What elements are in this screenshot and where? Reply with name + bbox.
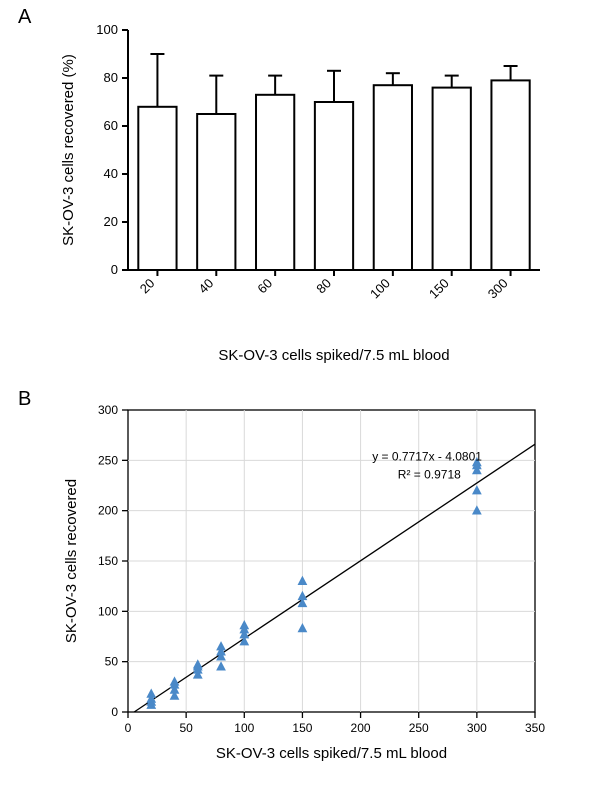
svg-text:100: 100 <box>98 604 118 618</box>
svg-text:20: 20 <box>137 276 158 297</box>
svg-text:350: 350 <box>525 721 545 735</box>
svg-text:50: 50 <box>179 721 193 735</box>
svg-text:R² = 0.9718: R² = 0.9718 <box>398 467 461 481</box>
svg-text:SK-OV-3 cells recovered: SK-OV-3 cells recovered <box>63 479 80 643</box>
svg-text:SK-OV-3 cells spiked/7.5 mL bl: SK-OV-3 cells spiked/7.5 mL blood <box>216 745 447 762</box>
svg-text:250: 250 <box>409 721 429 735</box>
svg-text:y = 0.7717x - 4.0801: y = 0.7717x - 4.0801 <box>372 449 482 463</box>
svg-text:300: 300 <box>98 403 118 417</box>
figure-page: A 0 20 40 60 80 100 20 40 60 80 100 150 300 SK-OV-3 c… <box>0 0 600 793</box>
svg-text:200: 200 <box>98 504 118 518</box>
svg-text:40: 40 <box>196 276 217 297</box>
svg-text:60: 60 <box>104 118 118 133</box>
svg-text:150: 150 <box>426 276 452 302</box>
svg-text:0: 0 <box>125 721 132 735</box>
svg-text:100: 100 <box>96 22 118 37</box>
panel-a-chart: 0 20 40 60 80 100 20 40 60 80 100 150 300 SK-OV-3 cel… <box>50 20 550 370</box>
svg-text:SK-OV-3 cells recovered (%): SK-OV-3 cells recovered (%) <box>60 54 77 246</box>
svg-text:50: 50 <box>105 655 119 669</box>
svg-text:0: 0 <box>111 705 118 719</box>
panel-b-label: B <box>18 388 31 411</box>
svg-text:100: 100 <box>367 276 393 302</box>
svg-text:200: 200 <box>351 721 371 735</box>
svg-text:80: 80 <box>313 276 334 297</box>
svg-text:150: 150 <box>98 554 118 568</box>
svg-text:SK-OV-3 cells spiked/7.5 mL bl: SK-OV-3 cells spiked/7.5 mL blood <box>218 347 449 364</box>
svg-text:0: 0 <box>111 262 118 277</box>
panel-a-label: A <box>18 6 31 29</box>
svg-text:80: 80 <box>104 70 118 85</box>
bar-chart-svg: 0 20 40 60 80 100 20 40 60 80 100 150 300 SK-OV-3 cel… <box>50 20 550 370</box>
svg-text:300: 300 <box>485 276 511 302</box>
panel-b-chart: 0 50 100 150 200 250 300 350 0 50 100 150 200 250 300 y… <box>50 400 550 770</box>
svg-text:150: 150 <box>292 721 312 735</box>
svg-text:20: 20 <box>104 214 118 229</box>
svg-text:40: 40 <box>104 166 118 181</box>
scatter-chart-svg: 0 50 100 150 200 250 300 350 0 50 100 150 200 250 300 y… <box>50 400 550 770</box>
svg-text:250: 250 <box>98 453 118 467</box>
svg-text:60: 60 <box>254 276 275 297</box>
svg-text:100: 100 <box>234 721 254 735</box>
svg-text:300: 300 <box>467 721 487 735</box>
